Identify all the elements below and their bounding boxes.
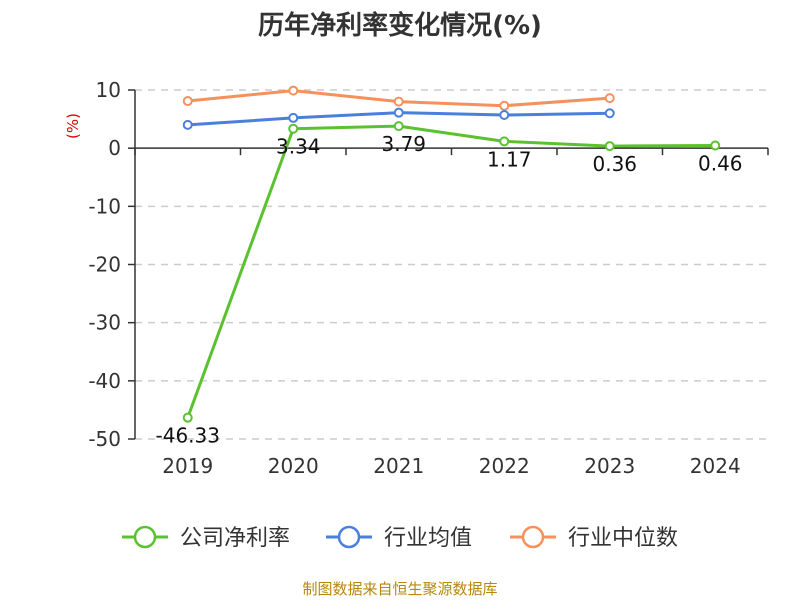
legend[interactable]: 公司净利率 行业均值 行业中位数 xyxy=(122,525,678,551)
series-lines xyxy=(182,85,721,423)
legend-item-1[interactable]: 行业均值 xyxy=(326,525,472,551)
x-tick-labels: 2019 2020 2021 2022 2023 2024 xyxy=(162,454,740,478)
data-label: 0.46 xyxy=(698,151,743,175)
series-2-point xyxy=(604,93,615,104)
series-0-point xyxy=(182,412,193,423)
series-1-point xyxy=(393,107,404,118)
series-0-point xyxy=(393,121,404,132)
y-tick-label: 0 xyxy=(108,136,121,160)
y-tick-labels: 10 0 -10 -20 -30 -40 -50 xyxy=(88,78,121,451)
legend-item-0[interactable]: 公司净利率 xyxy=(122,525,290,551)
y-tick-label: -10 xyxy=(88,194,121,218)
series-1-point xyxy=(182,119,193,130)
data-labels: -46.33 3.34 3.79 1.17 0.36 0.46 xyxy=(156,132,743,448)
data-label: 3.34 xyxy=(276,135,321,159)
y-tick-label: -40 xyxy=(88,369,121,393)
x-tick-label: 2022 xyxy=(479,454,530,478)
series-0-point xyxy=(710,140,721,151)
legend-marker-2 xyxy=(521,525,545,549)
legend-label: 行业中位数 xyxy=(568,526,678,551)
data-label: 0.36 xyxy=(592,152,637,176)
series-0-point xyxy=(499,136,510,147)
series-1-point xyxy=(499,110,510,121)
y-tick-label: -20 xyxy=(88,253,121,277)
y-tick-label: -50 xyxy=(88,427,121,451)
y-tick-label: 10 xyxy=(96,78,121,102)
series-2-point xyxy=(393,96,404,107)
legend-label: 行业均值 xyxy=(384,526,472,551)
x-tick-label: 2019 xyxy=(162,454,213,478)
series-0-point xyxy=(288,123,299,134)
x-tick-label: 2020 xyxy=(268,454,319,478)
axes xyxy=(128,89,769,440)
legend-label: 公司净利率 xyxy=(180,526,290,551)
data-label: 1.17 xyxy=(487,147,532,171)
chart-title: 历年净利率变化情况(%) xyxy=(258,10,542,41)
x-tick-label: 2024 xyxy=(690,454,741,478)
x-tick-label: 2023 xyxy=(584,454,635,478)
y-tick-label: -30 xyxy=(88,311,121,335)
legend-marker-0 xyxy=(133,525,157,549)
series-2-point xyxy=(288,85,299,96)
y-axis-unit-label: (%) xyxy=(64,113,82,139)
series-line-0 xyxy=(186,124,716,419)
x-tick-label: 2021 xyxy=(373,454,424,478)
data-label: 3.79 xyxy=(381,132,426,156)
legend-marker-1 xyxy=(337,525,361,549)
series-1-point xyxy=(288,112,299,123)
grid-lines xyxy=(135,89,768,440)
data-label: -46.33 xyxy=(156,424,220,448)
source-note: 制图数据来自恒生聚源数据库 xyxy=(302,580,497,598)
series-1-point xyxy=(604,108,615,119)
legend-item-2[interactable]: 行业中位数 xyxy=(510,525,678,551)
series-2-point xyxy=(499,100,510,111)
series-0-point xyxy=(604,141,615,152)
series-2-point xyxy=(182,96,193,107)
